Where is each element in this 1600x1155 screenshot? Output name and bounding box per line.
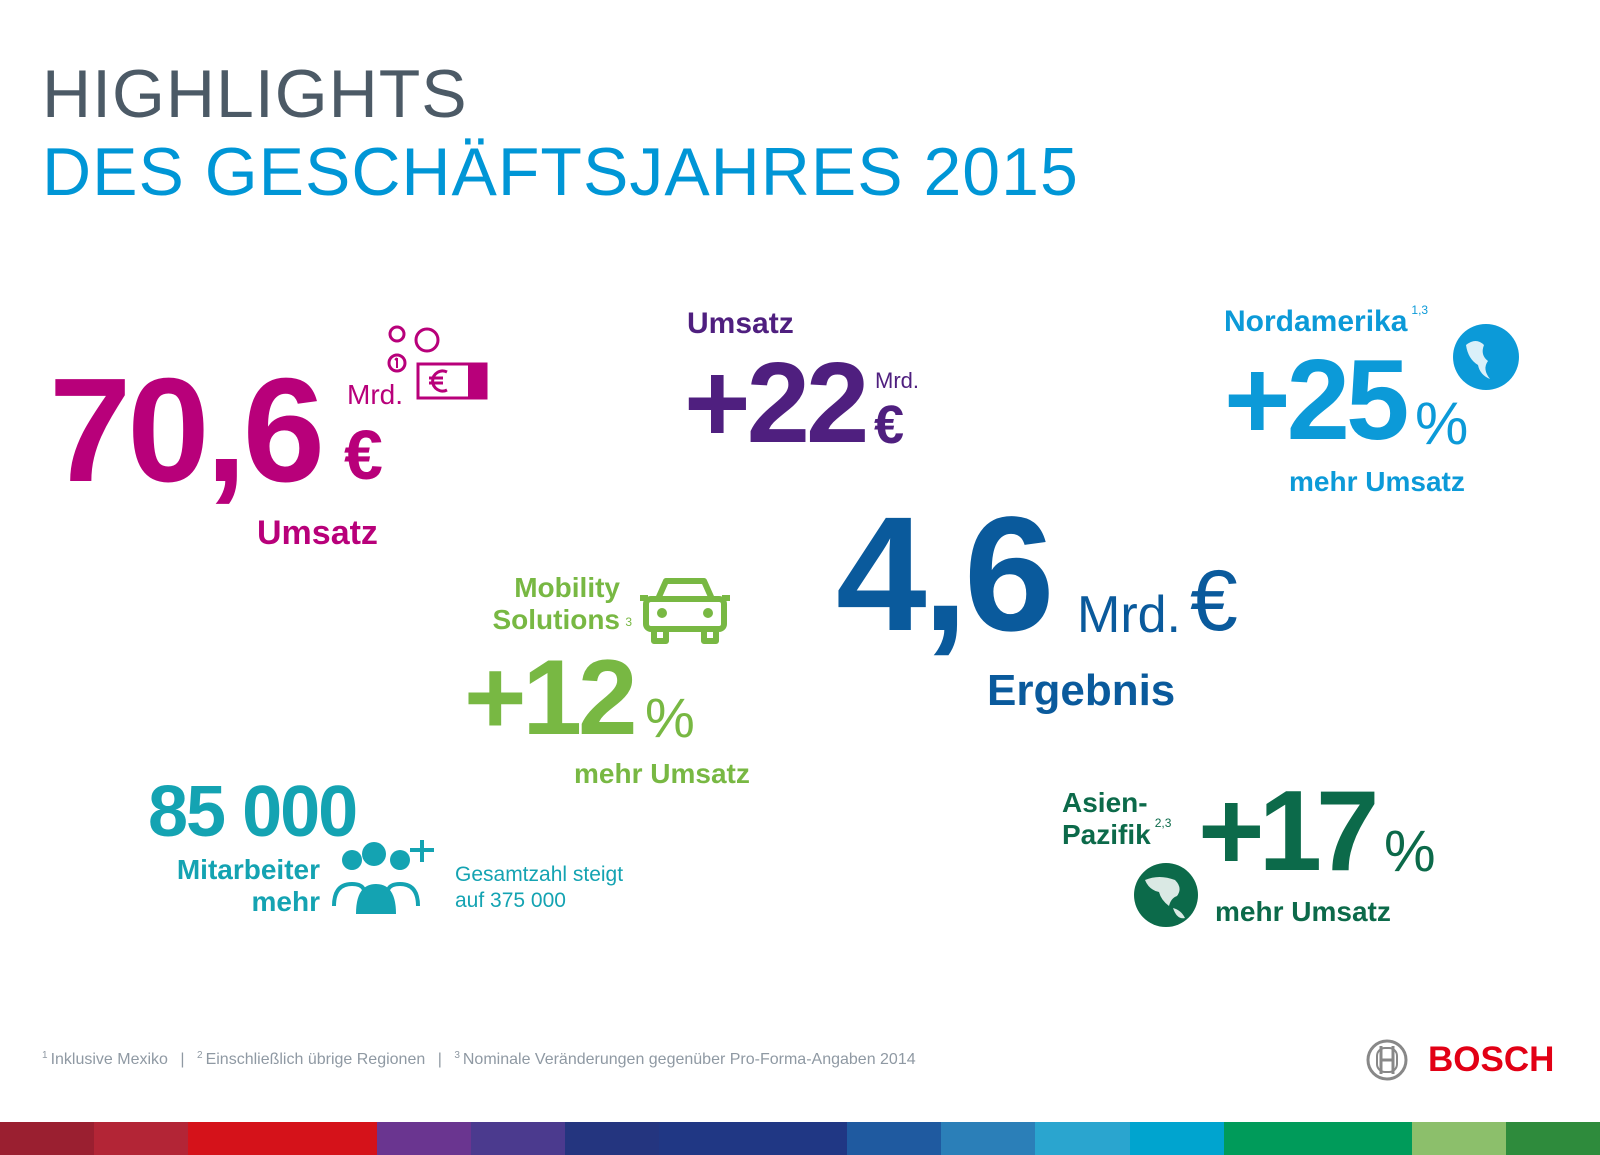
title-line-2: DES GESCHÄFTSJAHRES 2015 xyxy=(42,134,1079,210)
bosch-armature-logo-icon xyxy=(1366,1039,1408,1081)
result-label: Ergebnis xyxy=(987,666,1176,715)
footnote-ref: 1,3 xyxy=(1411,303,1429,318)
color-band-segment xyxy=(94,1122,189,1155)
title-line-1: HIGHLIGHTS xyxy=(42,56,468,132)
employees-value: 85 000 xyxy=(148,772,358,852)
asia-percent: % xyxy=(1384,819,1436,884)
color-band xyxy=(0,1122,1600,1155)
revenue-unit: Mrd. xyxy=(347,379,403,410)
mobility-sub: mehr Umsatz xyxy=(574,758,750,789)
employees-label: Mitarbeiter mehr xyxy=(176,854,320,917)
color-band-segment xyxy=(1411,1122,1506,1155)
color-band-segment xyxy=(1129,1122,1224,1155)
color-band-segment xyxy=(0,1122,95,1155)
color-band-segment xyxy=(847,1122,942,1155)
color-band-segment xyxy=(188,1122,283,1155)
revenue-growth-label: Umsatz xyxy=(687,307,794,340)
asia-value: +17 xyxy=(1198,768,1379,895)
color-band-segment xyxy=(564,1122,659,1155)
result-unit: Mrd. xyxy=(1077,586,1181,644)
mobility-percent: % xyxy=(645,686,695,749)
result-currency: € xyxy=(1190,553,1238,649)
asia-sub: mehr Umsatz xyxy=(1215,896,1391,927)
employees-note: Gesamtzahl steigt auf 375 000 xyxy=(455,863,624,912)
revenue-value: 70,6 xyxy=(49,348,325,513)
revenue-growth-currency: € xyxy=(874,395,905,455)
color-band-segment xyxy=(1506,1122,1600,1155)
color-band-segment xyxy=(376,1122,471,1155)
color-band-segment xyxy=(1035,1122,1130,1155)
north-america-sub: mehr Umsatz xyxy=(1289,466,1465,497)
money-coins-banknote-icon xyxy=(387,325,488,400)
result-value: 4,6 xyxy=(836,482,1055,665)
revenue-growth-value: +22 xyxy=(684,340,869,467)
color-band-segment xyxy=(1317,1122,1412,1155)
revenue-growth-unit: Mrd. xyxy=(875,368,919,393)
north-america-label: Nordamerika 1,3 xyxy=(1224,303,1429,338)
color-band-segment xyxy=(658,1122,753,1155)
people-plus-icon xyxy=(332,840,434,914)
color-band-segment xyxy=(282,1122,377,1155)
north-america-value: +25 xyxy=(1224,337,1409,464)
color-band-segment xyxy=(1223,1122,1318,1155)
globe-americas-icon xyxy=(1453,324,1519,390)
asia-label: Asien- Pazifik 2,3 xyxy=(1062,787,1172,850)
globe-asia-icon xyxy=(1134,863,1198,927)
mobility-value: +12 xyxy=(464,637,638,757)
north-america-percent: % xyxy=(1415,390,1469,457)
color-band-segment xyxy=(753,1122,848,1155)
footnotes: 1 Inklusive Mexiko | 2 Einschließlich übri… xyxy=(42,1050,916,1068)
revenue-label: Umsatz xyxy=(257,514,378,552)
car-icon xyxy=(640,578,730,644)
mobility-label: Mobility Solutions 3 xyxy=(492,572,632,635)
revenue-currency: € xyxy=(344,416,383,494)
color-band-segment xyxy=(470,1122,565,1155)
bosch-logo-text: BOSCH xyxy=(1428,1040,1555,1079)
color-band-segment xyxy=(941,1122,1036,1155)
